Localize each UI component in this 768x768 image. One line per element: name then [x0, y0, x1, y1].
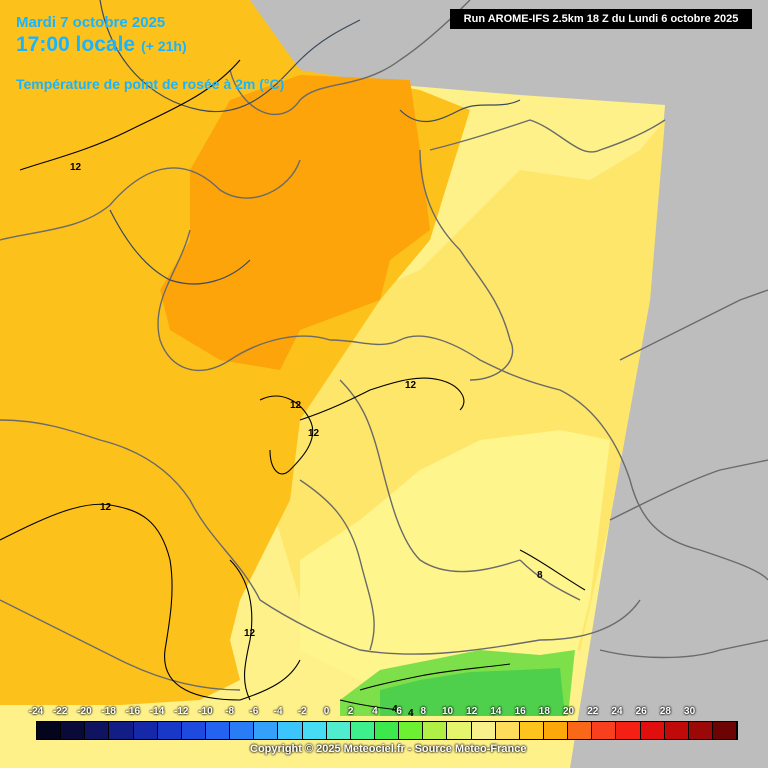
colorbar-tick-label: -4: [273, 706, 283, 717]
colorbar-tick-label: -2: [297, 706, 307, 717]
colorbar-swatch: [712, 722, 738, 739]
colorbar-tick-label: 14: [490, 706, 502, 717]
colorbar-swatch: [447, 722, 472, 739]
colorbar-swatch: [640, 722, 665, 739]
colorbar-swatch: [205, 722, 231, 739]
forecast-offset: (+ 21h): [141, 38, 187, 54]
colorbar-swatch: [495, 722, 520, 739]
forecast-time-value: 17:00 locale: [16, 33, 136, 56]
colorbar-tick-label: 20: [562, 706, 575, 717]
colorbar: [36, 721, 738, 740]
colorbar-tick-label: -18: [101, 706, 116, 717]
colorbar-swatch: [278, 722, 303, 739]
colorbar-tick-label: -6: [249, 706, 259, 717]
colorbar-swatch: [423, 722, 448, 739]
colorbar-swatch: [616, 722, 641, 739]
colorbar-tick-labels: -24 -22 -20 -18 -16 -14 -12 -10 -8 -6 -4 -2 0 2 4 6 8 10 1…: [26, 706, 750, 720]
colorbar-tick-label: 8: [420, 706, 427, 717]
colorbar-swatch: [519, 722, 544, 739]
colorbar-swatch: [61, 722, 86, 739]
contour-label: 12: [308, 428, 320, 439]
colorbar-tick-label: 0: [323, 706, 330, 717]
colorbar-swatch: [592, 722, 617, 739]
colorbar-tick-label: 6: [396, 706, 402, 717]
colorbar-swatch: [254, 722, 279, 739]
contour-label: 12: [290, 400, 302, 411]
copyright: Copyright © 2025 Meteociel.fr - Source M…: [250, 743, 527, 755]
colorbar-tick-label: 24: [611, 706, 623, 717]
contour-label: 4: [392, 704, 398, 715]
zone-10-12: [300, 430, 610, 690]
colorbar-swatch: [37, 722, 62, 739]
variable-title: Température de point de rosée à 2m (°C): [16, 76, 285, 92]
contour-label: 8: [537, 570, 543, 581]
colorbar-swatch: [85, 722, 110, 739]
colorbar-tick-label: -12: [174, 706, 189, 717]
colorbar-swatch: [688, 722, 713, 739]
colorbar-swatch: [109, 722, 134, 739]
colorbar-tick-label: 30: [684, 706, 696, 717]
colorbar-tick-label: 28: [659, 706, 671, 717]
colorbar-swatch: [302, 722, 327, 739]
colorbar-swatch: [230, 722, 255, 739]
colorbar-swatch: [399, 722, 424, 739]
colorbar-tick-label: -20: [77, 706, 92, 717]
colorbar-swatch: [133, 722, 158, 739]
contour-label: 12: [405, 380, 417, 391]
colorbar-swatch: [471, 722, 496, 739]
contour-label: 4: [408, 708, 414, 719]
colorbar-swatch: [568, 722, 593, 739]
colorbar-tick-label: 2: [347, 706, 354, 717]
forecast-date: Mardi 7 octobre 2025: [16, 14, 166, 31]
contour-label: 12: [244, 628, 256, 639]
colorbar-tick-label: -24: [28, 706, 44, 717]
colorbar-swatch: [350, 722, 375, 739]
colorbar-tick-label: -16: [125, 706, 141, 717]
colorbar-swatch: [326, 722, 351, 739]
zone-16-18: [160, 75, 430, 370]
colorbar-swatch: [157, 722, 182, 739]
contour-label: 12: [70, 162, 82, 173]
colorbar-tick-label: -10: [198, 706, 213, 717]
colorbar-tick-label: 10: [441, 706, 454, 717]
colorbar-tick-label: 26: [635, 706, 647, 717]
run-info: Run AROME-IFS 2.5km 18 Z du Lundi 6 octo…: [450, 9, 752, 29]
contour-label: 12: [100, 502, 112, 513]
colorbar-tick-label: 18: [538, 706, 550, 717]
colorbar-tick-label: -14: [149, 706, 165, 717]
colorbar-tick-label: -8: [225, 706, 235, 717]
colorbar-tick-label: 22: [587, 706, 599, 717]
colorbar-swatch: [664, 722, 689, 739]
colorbar-swatch: [543, 722, 569, 739]
colorbar-tick-label: 16: [514, 706, 526, 717]
colorbar-swatch: [374, 722, 400, 739]
colorbar-tick-label: -22: [52, 706, 68, 717]
colorbar-tick-label: 4: [372, 706, 378, 717]
colorbar-swatch: [181, 722, 206, 739]
colorbar-tick-label: 12: [466, 706, 478, 717]
forecast-time: 17:00 locale (+ 21h): [16, 33, 187, 57]
